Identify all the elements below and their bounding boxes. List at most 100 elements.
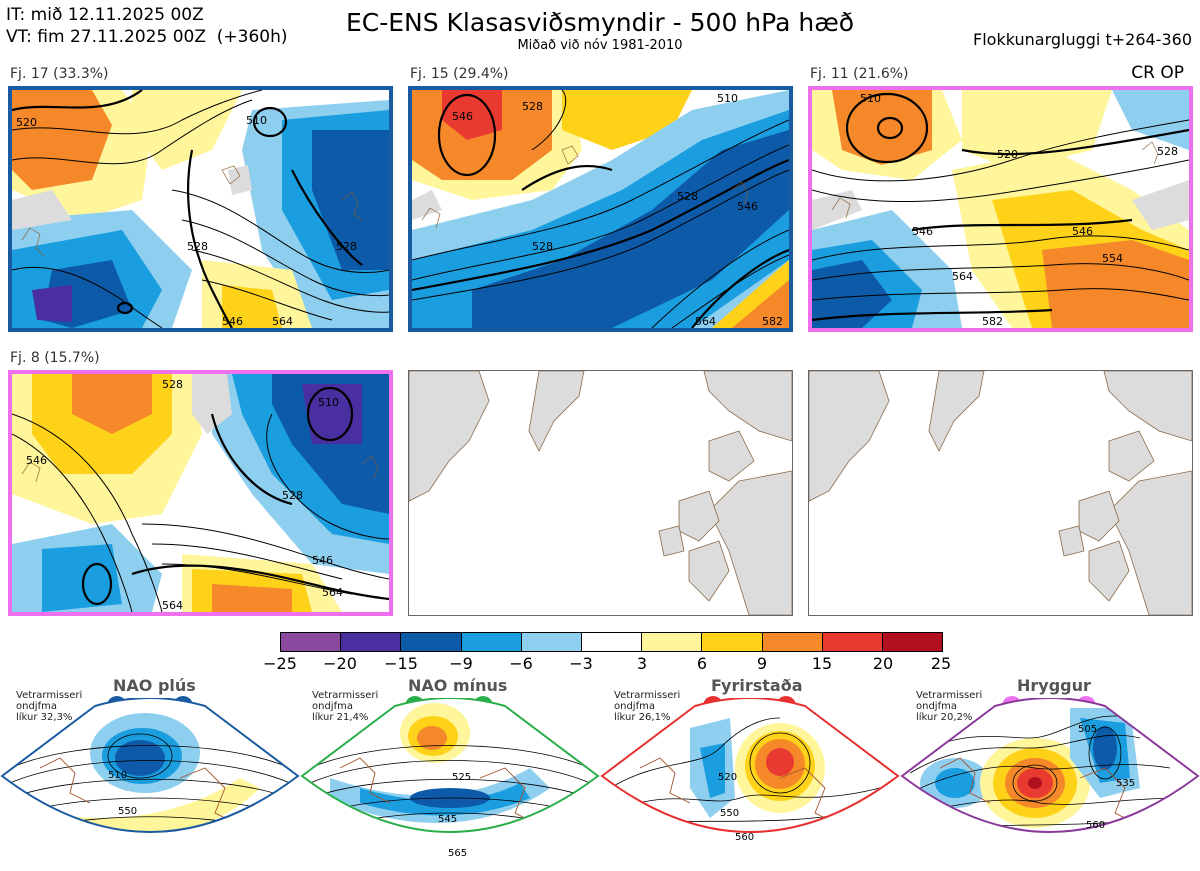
scale-tick: −20 (323, 654, 357, 673)
anomaly-color-scale (280, 632, 943, 652)
contour-label: 564 (272, 315, 293, 328)
panel-3-label: Fj. 11 (21.6%) (810, 66, 909, 82)
contour-label: 528 (1157, 145, 1178, 158)
regime-stat-season: Vetrarmisseri (312, 690, 379, 701)
regime-nao-minus: Vetrarmisseri ondjfma líkur 21,4% NAO mínu… (300, 676, 600, 871)
regime-contour-label: 505 (1078, 724, 1097, 735)
regime-contour-label: 565 (448, 848, 467, 859)
contour-label: 582 (762, 315, 783, 328)
scale-swatch (822, 633, 883, 651)
scale-tick: −15 (384, 654, 418, 673)
scale-tick: 9 (756, 654, 768, 673)
contour-label: 582 (982, 315, 1003, 328)
regime-stat-season: Vetrarmisseri (916, 690, 983, 701)
scale-swatch (521, 633, 582, 651)
contour-label: 528 (282, 489, 303, 502)
scale-tick: 20 (872, 654, 894, 673)
contour-label: 520 (16, 116, 37, 129)
scale-swatch (581, 633, 643, 651)
panel-1-label: Fj. 17 (33.3%) (10, 66, 109, 82)
scale-tick: −6 (509, 654, 533, 673)
regime-name: NAO plús (113, 676, 196, 695)
regime-stat-months: ondjfma (312, 701, 353, 712)
cluster-map-4[interactable]: 528 510 546 528 546 564 564 (8, 370, 393, 616)
valid-time: VT: fim 27.11.2025 00Z (+360h) (6, 27, 288, 47)
empty-map-5 (408, 370, 793, 616)
contour-label: 528 (336, 240, 357, 253)
scale-tick: 3 (636, 654, 648, 673)
regime-nao-plus: Vetrarmisseri ondjfma líkur 32,3% NAO plús (0, 676, 300, 871)
scale-swatch (642, 633, 703, 651)
cluster-map-1[interactable]: 520 510 528 528 546 564 (8, 86, 393, 332)
contour-label: 546 (222, 315, 243, 328)
contour-label: 546 (1072, 225, 1093, 238)
crop-label: CR OP (1131, 63, 1184, 83)
regime-blocking: Vetrarmisseri ondjfma líkur 26,1% Fyrirsta… (600, 676, 900, 871)
cluster-map-2[interactable]: 546 528 528 510 528 546 564 582 (408, 86, 793, 332)
scale-swatch (281, 633, 342, 651)
contour-label: 564 (695, 315, 716, 328)
regime-contour-label: 560 (735, 832, 754, 843)
regime-probability: líkur 26,1% (614, 712, 671, 723)
contour-label: 520 (997, 148, 1018, 161)
regime-stat-season: Vetrarmisseri (16, 690, 83, 701)
contour-label: 510 (318, 396, 339, 409)
contour-label: 564 (162, 599, 183, 612)
contour-label: 510 (860, 92, 881, 105)
scale-swatch (341, 633, 402, 651)
scale-swatch (461, 633, 522, 651)
contour-label: 554 (1102, 252, 1123, 265)
contour-label: 564 (322, 586, 343, 599)
scale-swatch (401, 633, 462, 651)
contour-label: 546 (452, 110, 473, 123)
regime-name: Hryggur (1017, 676, 1091, 695)
init-time: IT: mið 12.11.2025 00Z (6, 5, 204, 25)
panel-2-label: Fj. 15 (29.4%) (410, 66, 509, 82)
contour-label: 528 (187, 240, 208, 253)
scale-tick: −3 (569, 654, 593, 673)
contour-label: 528 (162, 378, 183, 391)
contour-label: 546 (737, 200, 758, 213)
scale-swatch (762, 633, 823, 651)
regime-contour-label: 535 (1116, 778, 1135, 789)
scale-tick: −9 (449, 654, 473, 673)
regime-probability: líkur 21,4% (312, 712, 369, 723)
regime-stat-months: ondjfma (16, 701, 57, 712)
scale-tick: −25 (263, 654, 297, 673)
page-title: EC-ENS Klasasviðsmyndir - 500 hPa hæð (345, 8, 855, 37)
contour-label: 510 (246, 114, 267, 127)
scale-tick: 6 (696, 654, 708, 673)
scale-tick: 15 (811, 654, 833, 673)
contour-label: 546 (26, 454, 47, 467)
scale-swatch (702, 633, 763, 651)
contour-label: 546 (312, 554, 333, 567)
page-subtitle: Miðað við nóv 1981-2010 (517, 38, 683, 53)
contour-label: 528 (532, 240, 553, 253)
regime-contour-label: 510 (108, 770, 127, 781)
contour-label: 546 (912, 225, 933, 238)
regime-name: Fyrirstaða (711, 676, 803, 695)
cluster-map-3[interactable]: 510 520 528 546 546 554 564 582 (808, 86, 1193, 332)
regime-ridge: Vetrarmisseri ondjfma líkur 20,2% Hryggur (900, 676, 1200, 871)
regime-contour-label: 560 (1086, 820, 1105, 831)
contour-label: 528 (677, 190, 698, 203)
empty-map-6 (808, 370, 1193, 616)
regime-contour-label: 520 (718, 772, 737, 783)
regime-probability: líkur 32,3% (16, 712, 73, 723)
regime-stat-months: ondjfma (614, 701, 655, 712)
regime-contour-label: 550 (118, 806, 137, 817)
regime-stat-season: Vetrarmisseri (614, 690, 681, 701)
panel-4-label: Fj. 8 (15.7%) (10, 350, 100, 366)
regime-name: NAO mínus (408, 676, 508, 695)
regime-stat-months: ondjfma (916, 701, 957, 712)
scale-swatch (882, 633, 943, 651)
regime-contour-label: 545 (438, 814, 457, 825)
contour-label: 564 (952, 270, 973, 283)
regime-probability: líkur 20,2% (916, 712, 973, 723)
contour-label: 528 (522, 100, 543, 113)
regime-contour-label: 525 (452, 772, 471, 783)
regime-contour-label: 550 (720, 808, 739, 819)
scale-tick: 25 (930, 654, 952, 673)
contour-label: 510 (717, 92, 738, 105)
cluster-window: Flokkunargluggi t+264-360 (973, 30, 1192, 49)
